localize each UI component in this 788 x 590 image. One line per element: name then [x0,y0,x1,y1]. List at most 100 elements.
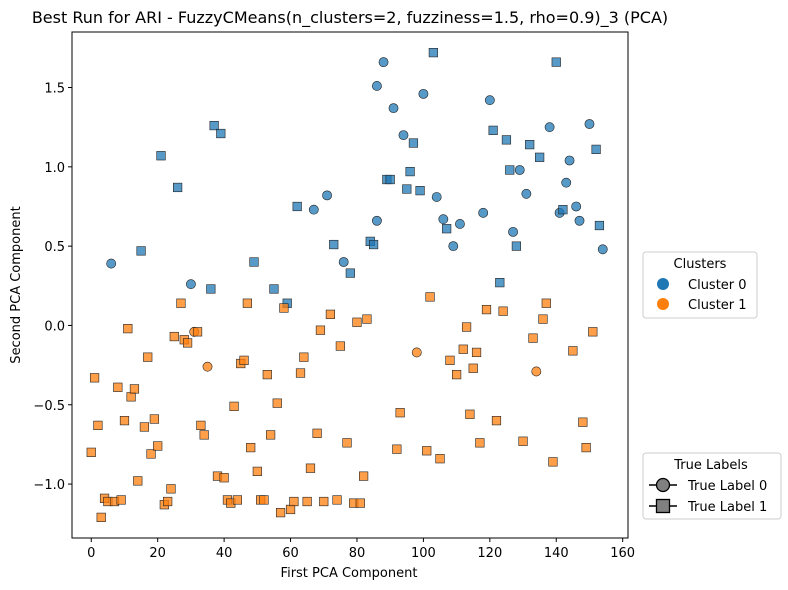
data-point [319,496,329,507]
x-tick-label: 120 [477,546,502,561]
data-point [315,325,326,335]
data-point [541,298,551,308]
data-point [299,352,309,362]
legend-title: Clusters [674,257,727,272]
data-point [591,144,601,154]
x-tick-label: 80 [349,546,366,561]
data-point [156,151,166,161]
plot-background [72,32,628,538]
data-point [322,190,332,201]
data-point [312,428,322,438]
x-tick-label: 160 [610,546,635,561]
y-tick-label: 1.5 [44,82,65,97]
data-point [574,215,585,226]
data-point [578,417,588,427]
data-point [229,401,239,411]
data-point [468,363,478,373]
x-axis-ticks: 0 20 40 60 80 100 120 140 160 [87,538,635,561]
data-point [495,278,505,288]
data-point [388,103,399,114]
y-tick-label: 0.5 [44,240,65,255]
data-point [119,416,130,426]
legend-clusters: Clusters Cluster 0 Cluster 1 [642,251,758,319]
data-point [129,384,140,394]
data-point [488,125,498,135]
data-point [246,442,256,453]
data-point [378,57,389,68]
data-point [402,184,412,194]
data-point [518,436,528,446]
data-point [325,309,336,319]
legend-entry-label: Cluster 0 [688,278,747,293]
data-point [581,442,591,453]
data-point [295,368,306,378]
data-point [266,430,276,440]
data-point [471,347,482,358]
data-point [475,438,485,448]
data-point [514,165,525,175]
data-point [86,447,96,457]
data-point [571,201,582,212]
data-points [86,48,608,522]
data-point [202,361,213,372]
data-point [465,409,475,419]
data-point [232,495,243,505]
data-point [584,119,595,129]
data-point [163,496,173,507]
legend-entry-label: True Label 0 [687,479,767,494]
y-axis-ticks: −1.0 −0.5 0.0 0.5 1.0 1.5 [33,82,72,493]
legend-marker-icon [657,298,669,310]
data-point [551,57,561,67]
data-point [275,508,286,518]
data-point [525,140,535,150]
data-point [501,135,512,145]
data-point [442,224,452,234]
data-point [531,366,542,377]
y-tick-label: 0.0 [44,319,65,334]
x-tick-label: 140 [544,546,569,561]
data-point [143,352,153,362]
y-tick-label: 1.0 [44,161,65,176]
data-point [535,152,545,162]
data-point [564,155,575,166]
data-point [408,138,419,148]
data-point [169,331,179,342]
data-point [342,438,352,448]
data-point [89,373,100,383]
data-point [285,504,296,515]
data-point [491,416,502,426]
x-tick-label: 20 [149,546,166,561]
legend-entry-label: True Label 1 [687,500,767,515]
data-point [588,327,598,337]
data-point [96,512,106,522]
data-point [192,327,203,337]
data-point [262,370,272,380]
data-point [345,268,355,278]
data-point [538,314,548,324]
data-point [209,120,219,131]
data-point [335,341,345,351]
chart-title: Best Run for ARI - FuzzyCMeans(n_cluster… [32,8,668,28]
data-point [411,347,422,358]
data-point [484,95,495,106]
data-point [405,166,415,177]
x-axis-label: First PCA Component [281,566,418,581]
data-point [415,186,425,196]
data-point [372,81,382,91]
data-point [242,298,252,308]
data-point [448,241,459,252]
data-point [259,495,269,505]
data-point [561,177,572,188]
data-point [362,314,372,324]
data-point [106,258,117,269]
data-point [458,344,468,354]
data-point [352,317,362,327]
data-point [176,298,186,308]
data-point [548,457,558,467]
x-tick-label: 0 [87,546,95,561]
data-point [438,214,449,225]
x-tick-label: 60 [282,546,299,561]
data-point [372,215,382,226]
data-point [338,257,349,267]
x-tick-label: 40 [216,546,233,561]
